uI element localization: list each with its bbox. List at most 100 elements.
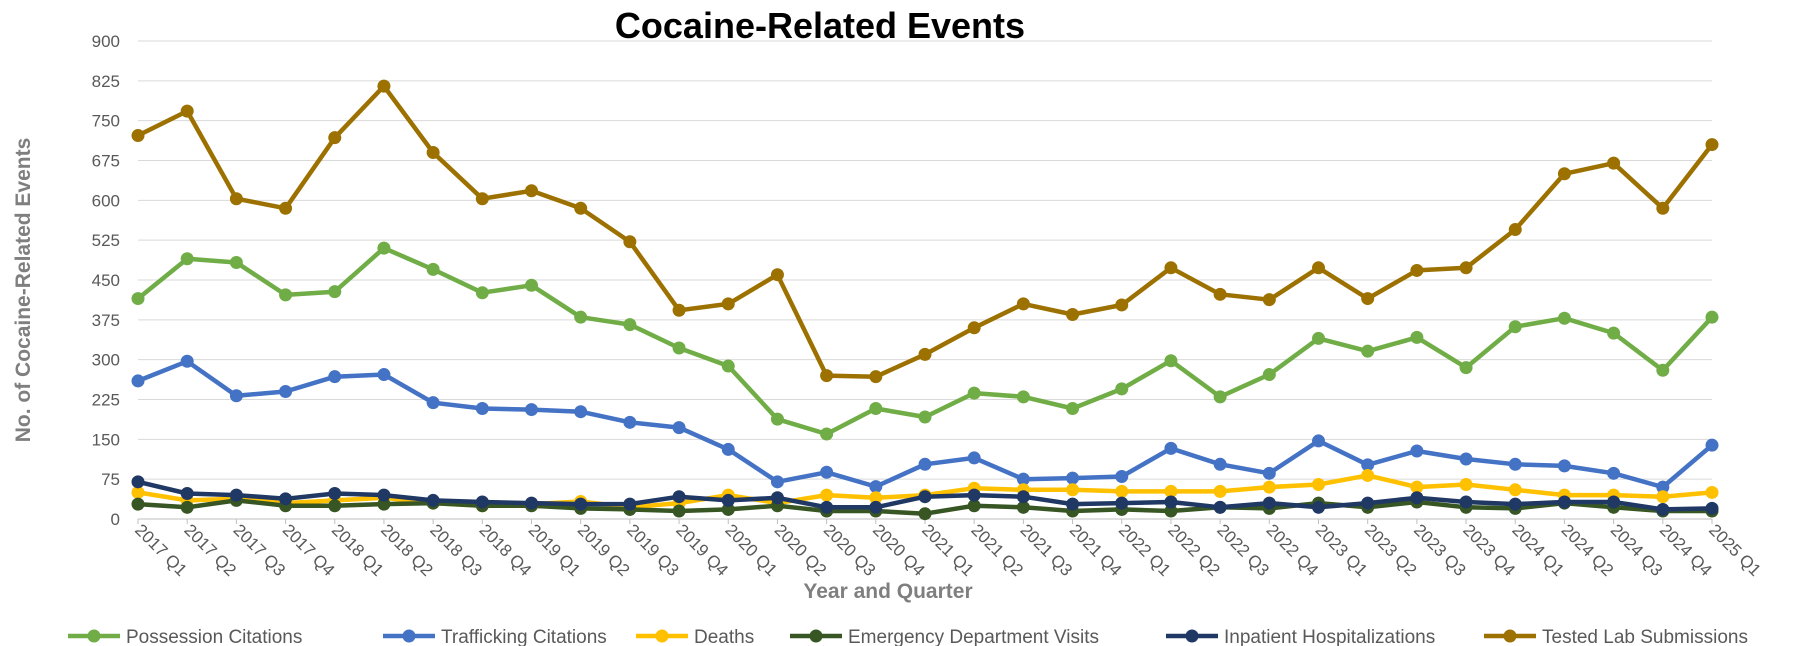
legend-label: Trafficking Citations bbox=[441, 627, 607, 646]
x-tick-label: 2019 Q2 bbox=[574, 520, 634, 580]
data-point bbox=[770, 412, 784, 426]
data-point bbox=[1164, 354, 1178, 368]
data-point bbox=[131, 292, 145, 306]
x-tick-label: 2023 Q1 bbox=[1312, 520, 1372, 580]
legend-swatch-marker bbox=[809, 629, 823, 643]
data-point bbox=[1557, 495, 1571, 509]
data-point bbox=[1459, 452, 1473, 466]
data-point bbox=[1557, 459, 1571, 473]
data-point bbox=[869, 370, 883, 384]
data-point bbox=[426, 262, 440, 276]
legend: Possession Citations Trafficking Citation… bbox=[68, 627, 1748, 646]
data-point bbox=[1262, 480, 1276, 494]
x-tick-label: 2020 Q3 bbox=[820, 520, 880, 580]
data-point bbox=[1607, 326, 1621, 340]
x-tick-label: 2020 Q4 bbox=[869, 520, 929, 580]
data-point bbox=[377, 241, 391, 255]
data-point bbox=[525, 403, 538, 417]
data-point bbox=[1705, 310, 1719, 324]
data-point bbox=[967, 321, 981, 335]
data-point bbox=[672, 421, 686, 435]
data-point bbox=[820, 465, 834, 479]
legend-item: Possession Citations bbox=[68, 627, 302, 646]
x-tick-label: 2018 Q3 bbox=[426, 520, 486, 580]
data-point bbox=[525, 496, 538, 510]
data-point bbox=[574, 310, 588, 324]
y-tick-label: 375 bbox=[92, 311, 120, 330]
y-axis-ticks: 0 75 150 225 300 375 450 525 600 675 750 825 900 bbox=[92, 32, 120, 529]
y-tick-label: 525 bbox=[92, 231, 120, 250]
data-point bbox=[574, 405, 588, 419]
x-tick-label: 2020 Q2 bbox=[771, 520, 831, 580]
data-point bbox=[328, 131, 342, 145]
data-point bbox=[967, 451, 981, 465]
x-tick-label: 2017 Q2 bbox=[180, 520, 240, 580]
data-point bbox=[131, 374, 145, 388]
data-point bbox=[1213, 390, 1227, 404]
x-tick-label: 2024 Q2 bbox=[1558, 520, 1618, 580]
data-point bbox=[131, 475, 145, 489]
data-point bbox=[869, 491, 883, 505]
data-point bbox=[1410, 491, 1424, 505]
data-point bbox=[377, 497, 391, 511]
series-line bbox=[135, 245, 1715, 437]
y-tick-label: 600 bbox=[92, 191, 120, 210]
data-point bbox=[1262, 466, 1276, 480]
data-point bbox=[1262, 368, 1276, 382]
y-axis-title: No. of Cocaine-Related Events bbox=[12, 138, 35, 443]
data-point bbox=[1361, 458, 1375, 472]
data-point bbox=[1361, 496, 1375, 510]
y-tick-label: 300 bbox=[92, 351, 120, 370]
x-tick-label: 2019 Q4 bbox=[672, 520, 732, 580]
data-point bbox=[1115, 484, 1129, 498]
x-tick-label: 2021 Q3 bbox=[1017, 520, 1077, 580]
data-point bbox=[1164, 504, 1178, 518]
data-point bbox=[672, 341, 686, 355]
data-point bbox=[623, 415, 637, 429]
x-tick-label: 2021 Q2 bbox=[967, 520, 1027, 580]
gridlines bbox=[138, 40, 1712, 520]
data-point bbox=[180, 487, 194, 501]
data-point bbox=[820, 427, 834, 441]
data-point bbox=[1607, 156, 1621, 170]
data-point bbox=[1459, 495, 1473, 509]
x-tick-label: 2022 Q1 bbox=[1115, 520, 1175, 580]
data-point bbox=[426, 493, 440, 507]
data-point bbox=[721, 297, 735, 311]
data-point bbox=[623, 497, 637, 511]
data-point bbox=[131, 497, 145, 511]
legend-label: Tested Lab Submissions bbox=[1542, 627, 1748, 646]
x-tick-label: 2024 Q4 bbox=[1656, 520, 1716, 580]
series-tested-lab-submissions bbox=[131, 79, 1719, 384]
data-point bbox=[1066, 497, 1080, 511]
data-point bbox=[1508, 320, 1522, 334]
legend-label: Inpatient Hospitalizations bbox=[1224, 627, 1435, 646]
data-point bbox=[1705, 138, 1719, 152]
x-tick-label: 2022 Q3 bbox=[1213, 520, 1273, 580]
data-point bbox=[1557, 167, 1571, 181]
data-point bbox=[1312, 261, 1325, 275]
data-point bbox=[672, 504, 686, 518]
y-tick-label: 825 bbox=[92, 72, 120, 91]
x-tick-label: 2019 Q3 bbox=[623, 520, 683, 580]
data-point bbox=[1656, 502, 1670, 516]
data-point bbox=[229, 488, 243, 502]
data-point bbox=[1066, 471, 1080, 485]
data-point bbox=[918, 410, 932, 424]
data-point bbox=[377, 79, 391, 93]
data-point bbox=[623, 318, 637, 332]
data-point bbox=[377, 488, 391, 502]
data-point bbox=[1656, 201, 1670, 215]
legend-item: Deaths bbox=[636, 627, 754, 646]
legend-item: Trafficking Citations bbox=[383, 627, 607, 646]
data-point bbox=[967, 386, 981, 400]
data-point bbox=[721, 502, 735, 516]
data-point bbox=[328, 370, 342, 384]
data-point bbox=[1361, 344, 1375, 358]
data-point bbox=[918, 507, 932, 521]
data-point bbox=[1066, 402, 1080, 416]
data-point bbox=[1312, 500, 1325, 514]
data-point bbox=[1705, 438, 1719, 452]
legend-swatch-marker bbox=[655, 629, 669, 643]
legend-label: Emergency Department Visits bbox=[848, 627, 1099, 646]
